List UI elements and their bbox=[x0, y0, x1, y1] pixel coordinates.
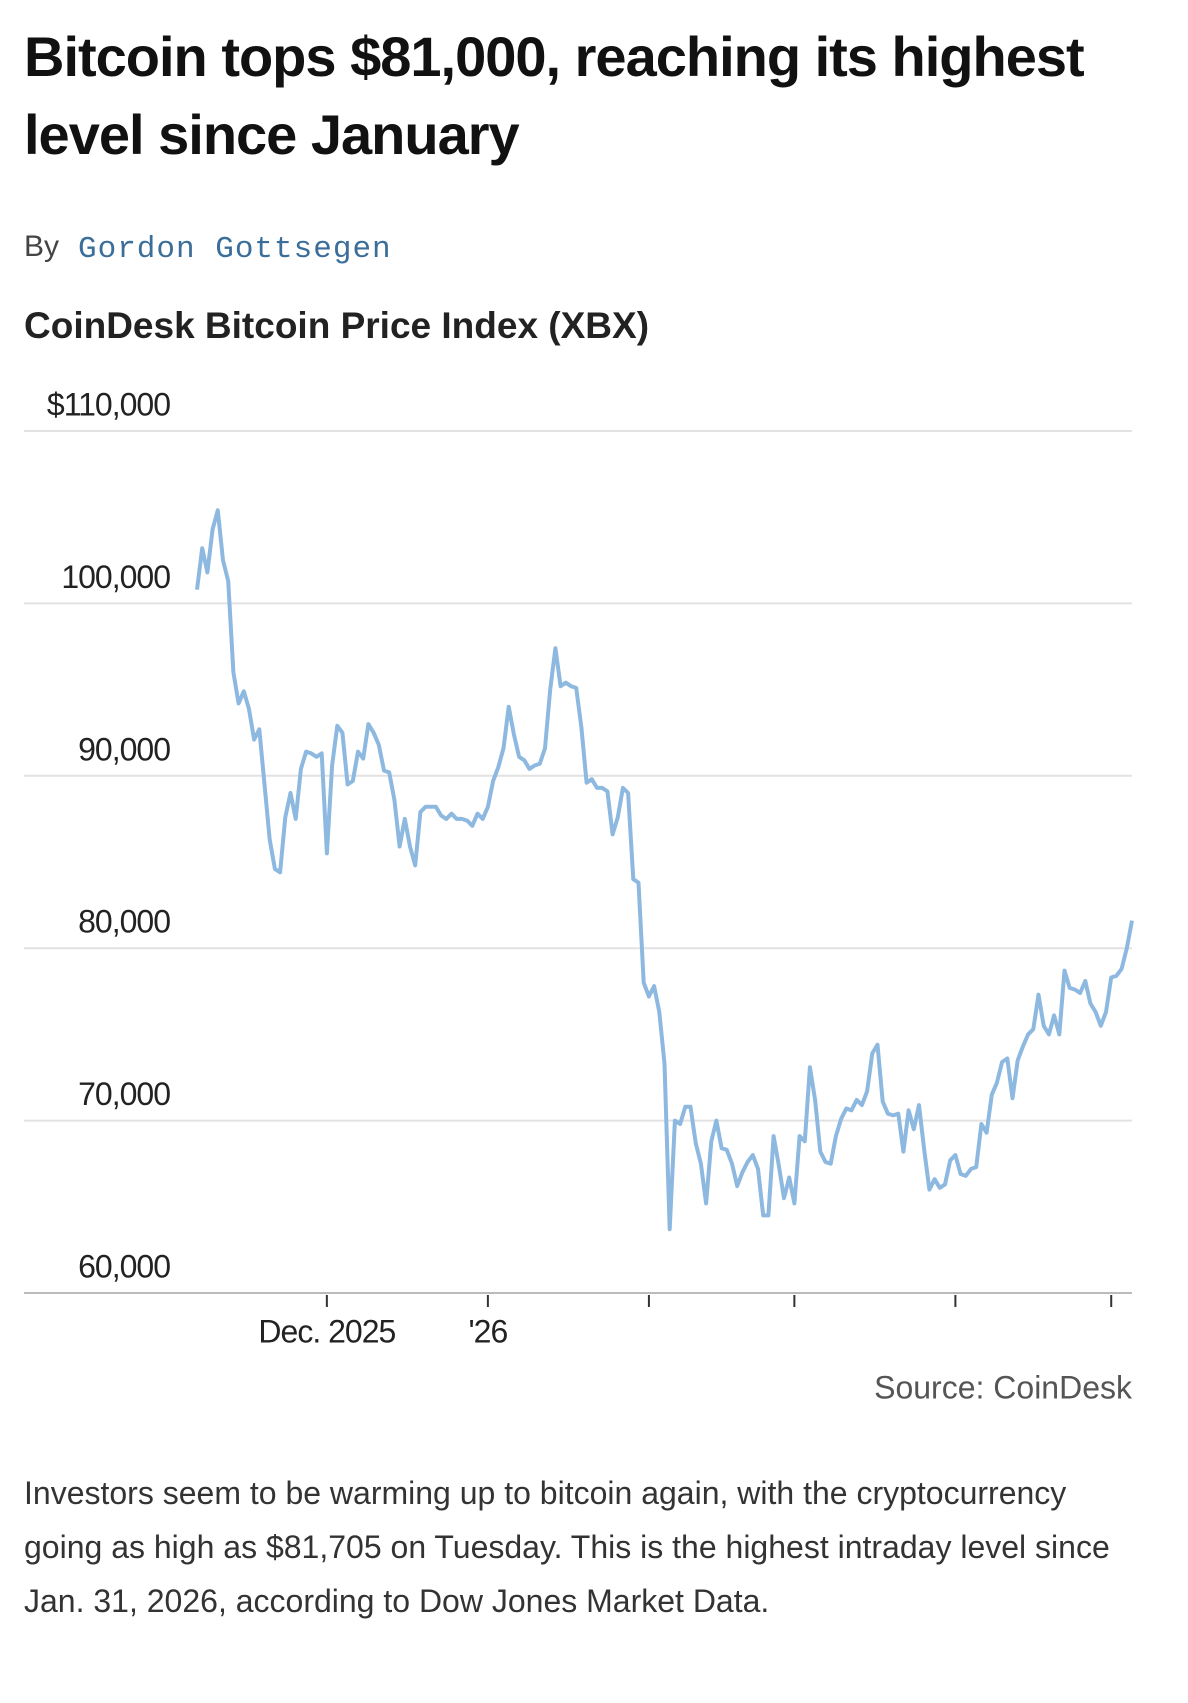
chart: Source: CoinDesk 60,000 70,000 80,000 90,00… bbox=[24, 386, 1134, 1405]
byline-prefix: By bbox=[24, 230, 60, 263]
y-tick-label: 60,000 bbox=[78, 1248, 170, 1284]
x-tick-label: Dec. 2025 bbox=[258, 1313, 395, 1349]
x-tick-label: '26 bbox=[469, 1313, 508, 1349]
chart-title: CoinDesk Bitcoin Price Index (XBX) bbox=[24, 305, 650, 346]
y-tick-label: 80,000 bbox=[78, 904, 170, 940]
source: Source: CoinDesk bbox=[874, 1369, 1133, 1405]
headline: Bitcoin tops $81,000, reaching its highe… bbox=[24, 25, 1085, 166]
author-link[interactable]: Gordon Gottsegen bbox=[78, 232, 392, 267]
y-tick-label: $110,000 bbox=[47, 386, 170, 422]
body-paragraph: Investors seem to be warming up to bitco… bbox=[24, 1475, 1110, 1619]
price-line bbox=[195, 508, 1134, 1232]
y-tick-label: 100,000 bbox=[61, 559, 170, 595]
y-tick-label: 90,000 bbox=[78, 731, 170, 767]
y-tick-label: 70,000 bbox=[78, 1076, 170, 1112]
